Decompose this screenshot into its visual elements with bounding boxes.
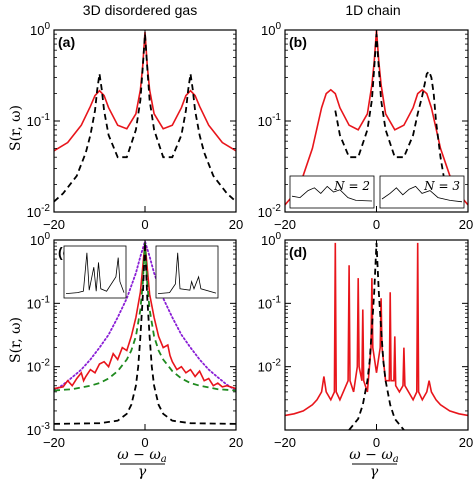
y-tick-label: 10-1 — [27, 112, 51, 129]
column-title-1d-chain: 1D chain — [345, 2, 400, 18]
y-tick-label: 10-2 — [27, 358, 51, 375]
series-black-dashed — [54, 34, 236, 203]
series-group — [54, 31, 236, 203]
series-black-dashed — [334, 34, 451, 205]
ylabel-top: S(r, ω) — [8, 105, 24, 151]
x-tick-label: 20 — [229, 435, 243, 450]
x-tick-label: 20 — [229, 217, 243, 232]
inset-spectrum-1 — [63, 245, 127, 299]
inset-curve — [65, 252, 125, 294]
panel-label: (a) — [58, 34, 75, 50]
y-tick-label: 10-1 — [27, 294, 51, 311]
inset-label: N = 3 — [423, 179, 460, 193]
y-tick-label: 10-2 — [258, 358, 282, 375]
panel-label: (d) — [289, 244, 307, 260]
x-tick-label: 20 — [459, 217, 473, 232]
y-tick-label: 10-1 — [258, 112, 282, 129]
xlabel-left-denominator: γ — [138, 464, 147, 479]
inset-2: N = 3 — [379, 175, 465, 209]
x-tick-label: 0 — [373, 435, 380, 450]
series-red-solid — [54, 31, 236, 152]
series-black-dashed — [54, 242, 236, 425]
inset-frame — [289, 175, 375, 209]
ylabel-bottom: S(r, ω) — [8, 317, 24, 363]
inset-spectrum — [381, 185, 463, 203]
x-tick-label: 0 — [373, 217, 380, 232]
series-group — [285, 242, 468, 430]
inset-frame — [155, 245, 219, 299]
xlabel-right-denominator: γ — [370, 464, 379, 479]
xlabel-left-numerator: ω − ωa — [117, 447, 166, 465]
xlabel-right: ω − ωa γ — [349, 447, 398, 479]
inset-1: N = 2 — [289, 175, 375, 209]
panel-d: 10-2 10-1 100 −20 0 20 (d) — [258, 231, 474, 450]
inset-spectrum-2 — [155, 245, 219, 299]
series-red-solid — [285, 242, 468, 417]
y-tick-label: 100 — [30, 231, 50, 248]
series-group — [285, 30, 468, 206]
plot-frame — [53, 29, 237, 213]
xlabel-left: ω − ωa γ — [117, 447, 166, 479]
inset-label: N = 2 — [333, 179, 370, 193]
x-tick-label: 20 — [459, 435, 473, 450]
x-tick-label: −20 — [43, 217, 65, 232]
x-tick-label: 0 — [141, 217, 148, 232]
x-tick-label: −20 — [43, 435, 65, 450]
series-red-solid — [285, 30, 468, 206]
inset-frame — [379, 175, 465, 209]
xlabel-right-numerator: ω − ωa — [349, 447, 398, 465]
inset-frame — [63, 245, 127, 299]
y-tick-label: 100 — [261, 21, 281, 38]
y-tick-label: 100 — [30, 21, 50, 38]
panel-label: (b) — [289, 34, 307, 50]
y-tick-label: 10-1 — [258, 294, 282, 311]
inset-spectrum — [291, 185, 373, 202]
column-title-3d-gas: 3D disordered gas — [83, 2, 197, 18]
x-tick-label: 0 — [141, 435, 148, 450]
x-tick-label: −20 — [274, 435, 296, 450]
x-tick-label: −20 — [274, 217, 296, 232]
inset-curve — [157, 252, 217, 294]
plot-frame — [284, 239, 469, 431]
y-tick-label: 100 — [261, 231, 281, 248]
